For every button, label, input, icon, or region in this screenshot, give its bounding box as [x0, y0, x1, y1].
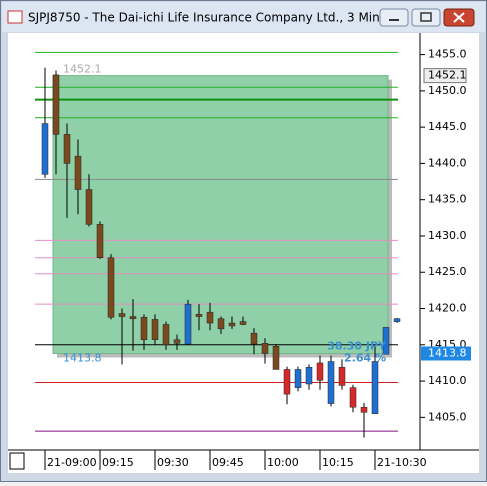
candle-body — [360, 406, 368, 413]
candle-body — [52, 74, 60, 135]
candle-body — [283, 369, 291, 395]
candle-body — [239, 321, 247, 325]
candle-body — [140, 316, 148, 340]
candle-body — [305, 367, 313, 385]
range-percent: 2.64 % — [344, 352, 386, 365]
candle-body — [294, 369, 302, 388]
candle-body — [41, 123, 49, 175]
x-tick-label: 10:00 — [267, 456, 299, 469]
x-tick-label: 21-09:00 — [47, 456, 97, 469]
candle-body — [382, 327, 390, 355]
y-tick-label: 1455.0 — [428, 48, 467, 61]
x-tick-label: 10:15 — [322, 456, 354, 469]
candle-body — [349, 387, 357, 408]
x-tick-label: 09:45 — [212, 456, 244, 469]
window-title: SJPJ8750 - The Dai-ichi Life Insurance C… — [28, 11, 380, 25]
x-tick-label: 21-10:30 — [377, 456, 427, 469]
range-change: 38.30 JPY — [327, 340, 387, 353]
candle-body — [338, 367, 346, 386]
y-tick-label: 1405.0 — [428, 410, 467, 423]
candle-body — [162, 324, 170, 346]
x-tick-label: 09:30 — [157, 456, 189, 469]
candle-body — [261, 343, 269, 354]
corner-box — [9, 452, 25, 470]
candle-body — [63, 134, 71, 164]
candle-body — [316, 362, 324, 381]
y-tick-label: 1420.0 — [428, 302, 467, 315]
candle-body — [195, 314, 203, 317]
candle-body — [327, 361, 335, 404]
price-box-label: 1452.1 — [428, 69, 467, 82]
app-icon — [7, 10, 23, 24]
y-tick-label: 1425.0 — [428, 265, 467, 278]
candle-body — [393, 318, 401, 322]
y-tick-label: 1440.0 — [428, 156, 467, 169]
y-tick-label: 1410.0 — [428, 374, 467, 387]
candle-body — [371, 361, 379, 414]
price-box-label: 1413.8 — [428, 347, 467, 360]
y-tick-label: 1435.0 — [428, 193, 467, 206]
maximize-button[interactable] — [411, 8, 441, 27]
y-tick-label: 1430.0 — [428, 229, 467, 242]
range-low-label: 1413.8 — [63, 352, 102, 365]
candle-body — [85, 189, 93, 225]
candle-body — [228, 322, 236, 327]
candle-body — [107, 257, 115, 318]
price-box — [421, 346, 471, 361]
candle-body — [206, 311, 214, 324]
candle-body — [272, 346, 280, 370]
candle-body — [217, 318, 225, 330]
candle-body — [96, 224, 104, 258]
price-box — [423, 68, 467, 84]
y-tick-label: 1445.0 — [428, 120, 467, 133]
candle-body — [74, 155, 82, 190]
x-tick-label: 09:15 — [102, 456, 134, 469]
candle-body — [118, 313, 126, 317]
y-tick-label: 1450.0 — [428, 84, 467, 97]
candle-body — [184, 303, 192, 345]
candle-body — [129, 316, 137, 319]
minimize-button[interactable] — [379, 8, 409, 27]
candle-body — [173, 339, 181, 344]
range-high-label: 1452.1 — [63, 63, 102, 76]
candle-body — [151, 319, 159, 340]
candle-body — [250, 332, 258, 345]
